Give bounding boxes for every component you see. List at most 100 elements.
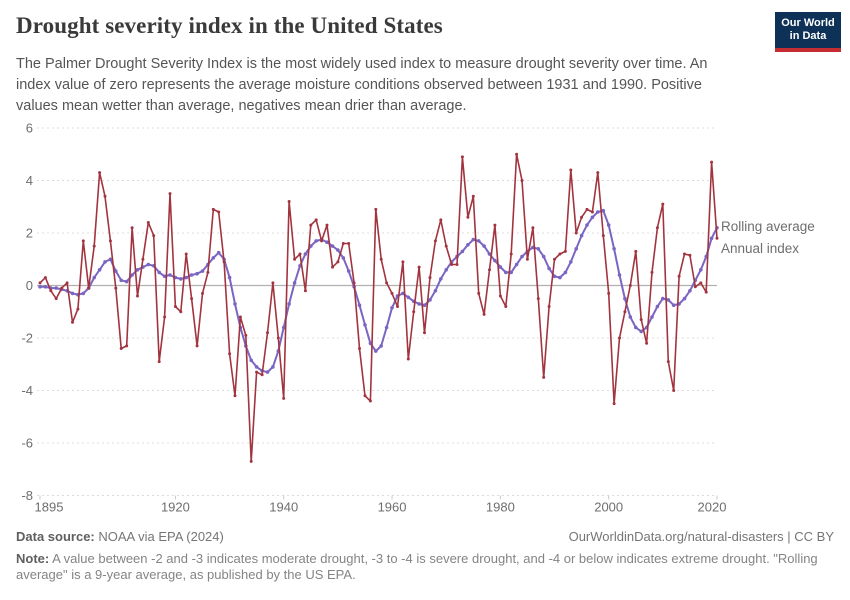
- data-point-1946: [314, 218, 318, 222]
- data-point-2005: [634, 325, 638, 330]
- legend-annual-index[interactable]: Annual index: [721, 241, 799, 256]
- chart-note: Note: A value between -2 and -3 indicate…: [16, 551, 834, 583]
- data-point-1928: [217, 210, 221, 214]
- owid-logo[interactable]: Our World in Data: [775, 12, 841, 52]
- data-point-2008: [650, 315, 654, 319]
- x-tick-label-1980: 1980: [486, 500, 515, 515]
- data-point-1940: [282, 396, 286, 400]
- data-point-1911: [124, 279, 129, 284]
- data-point-1961: [396, 305, 399, 308]
- data-point-1932: [238, 315, 242, 319]
- data-point-1963: [406, 357, 410, 361]
- data-point-1910: [119, 347, 123, 350]
- annual-index-line[interactable]: [39, 153, 718, 463]
- data-source: Data source: NOAA via EPA (2024): [16, 529, 224, 544]
- data-point-1993: [569, 168, 573, 172]
- data-point-1993: [569, 260, 573, 264]
- data-point-1948: [325, 223, 329, 227]
- data-point-1896: [43, 276, 47, 280]
- data-point-1987: [536, 297, 540, 301]
- data-point-1934: [249, 358, 253, 363]
- data-point-1946: [314, 239, 319, 243]
- data-point-1992: [563, 270, 568, 275]
- data-point-1926: [206, 270, 210, 274]
- data-point-1956: [368, 399, 372, 403]
- data-point-2001: [612, 247, 616, 251]
- data-point-2006: [639, 329, 643, 334]
- data-point-1945: [309, 223, 313, 227]
- data-point-1915: [146, 262, 151, 267]
- data-point-1905: [92, 275, 96, 280]
- data-point-2003: [623, 310, 627, 314]
- data-point-1952: [346, 269, 351, 273]
- data-point-1919: [168, 192, 172, 196]
- data-point-1934: [249, 459, 253, 463]
- data-point-1925: [200, 269, 205, 273]
- y-tick-label--6: -6: [21, 436, 33, 451]
- data-point-1988: [542, 375, 546, 379]
- data-point-1928: [216, 250, 221, 255]
- data-point-1895: [38, 285, 42, 289]
- data-point-1954: [358, 347, 361, 350]
- data-point-1903: [81, 291, 86, 296]
- data-point-1977: [482, 312, 486, 316]
- data-point-1977: [482, 244, 486, 248]
- data-point-1943: [298, 252, 302, 256]
- data-point-1930: [228, 352, 232, 356]
- data-point-1901: [70, 291, 75, 296]
- owid-logo-line1: Our World: [781, 17, 835, 29]
- data-point-1950: [336, 260, 340, 264]
- data-point-2014: [682, 296, 687, 301]
- data-point-2007: [645, 341, 649, 345]
- data-point-1948: [325, 240, 329, 244]
- legend-rolling-average[interactable]: Rolling average: [721, 219, 815, 234]
- data-point-1935: [255, 370, 259, 374]
- data-point-1967: [428, 276, 432, 280]
- data-point-2012: [671, 303, 676, 308]
- data-point-1986: [531, 226, 535, 230]
- data-point-1909: [114, 269, 118, 273]
- data-point-1897: [49, 289, 53, 293]
- data-point-1910: [119, 278, 123, 283]
- data-point-2009: [655, 226, 659, 230]
- data-point-2014: [683, 252, 686, 256]
- data-point-1941: [287, 200, 291, 203]
- data-point-1953: [352, 281, 356, 285]
- data-point-2017: [699, 281, 703, 285]
- data-point-1942: [293, 257, 297, 261]
- owid-logo-line2: in Data: [789, 30, 827, 42]
- data-point-1992: [563, 249, 567, 253]
- data-point-1900: [65, 281, 69, 285]
- x-tick-label-1895: 1895: [35, 500, 64, 515]
- data-point-1979: [493, 258, 497, 263]
- data-point-1908: [108, 239, 112, 243]
- data-point-1980: [498, 265, 503, 269]
- data-point-2015: [688, 289, 692, 293]
- data-point-1965: [417, 302, 421, 306]
- data-point-1931: [233, 394, 237, 398]
- owid-license-link[interactable]: OurWorldinData.org/natural-disasters | C…: [568, 529, 834, 544]
- data-point-1963: [406, 295, 411, 300]
- data-point-1907: [103, 260, 107, 264]
- x-tick-label-2000: 2000: [594, 500, 623, 515]
- chart-note-text: A value between -2 and -3 indicates mode…: [16, 551, 818, 582]
- data-point-1966: [422, 303, 427, 308]
- data-point-1914: [141, 257, 145, 261]
- data-point-1935: [254, 365, 259, 369]
- data-point-1937: [266, 331, 269, 335]
- data-point-1942: [292, 281, 297, 285]
- data-point-1998: [596, 210, 600, 214]
- data-point-1965: [417, 265, 421, 269]
- data-point-1999: [601, 234, 605, 238]
- data-point-2012: [672, 389, 676, 392]
- data-point-1923: [190, 297, 194, 301]
- data-point-2008: [650, 270, 654, 274]
- data-point-1944: [303, 252, 308, 256]
- data-point-1915: [146, 221, 150, 224]
- data-point-1955: [363, 323, 367, 327]
- data-point-1998: [596, 171, 600, 175]
- data-point-1996: [585, 207, 589, 211]
- data-point-2002: [617, 273, 622, 277]
